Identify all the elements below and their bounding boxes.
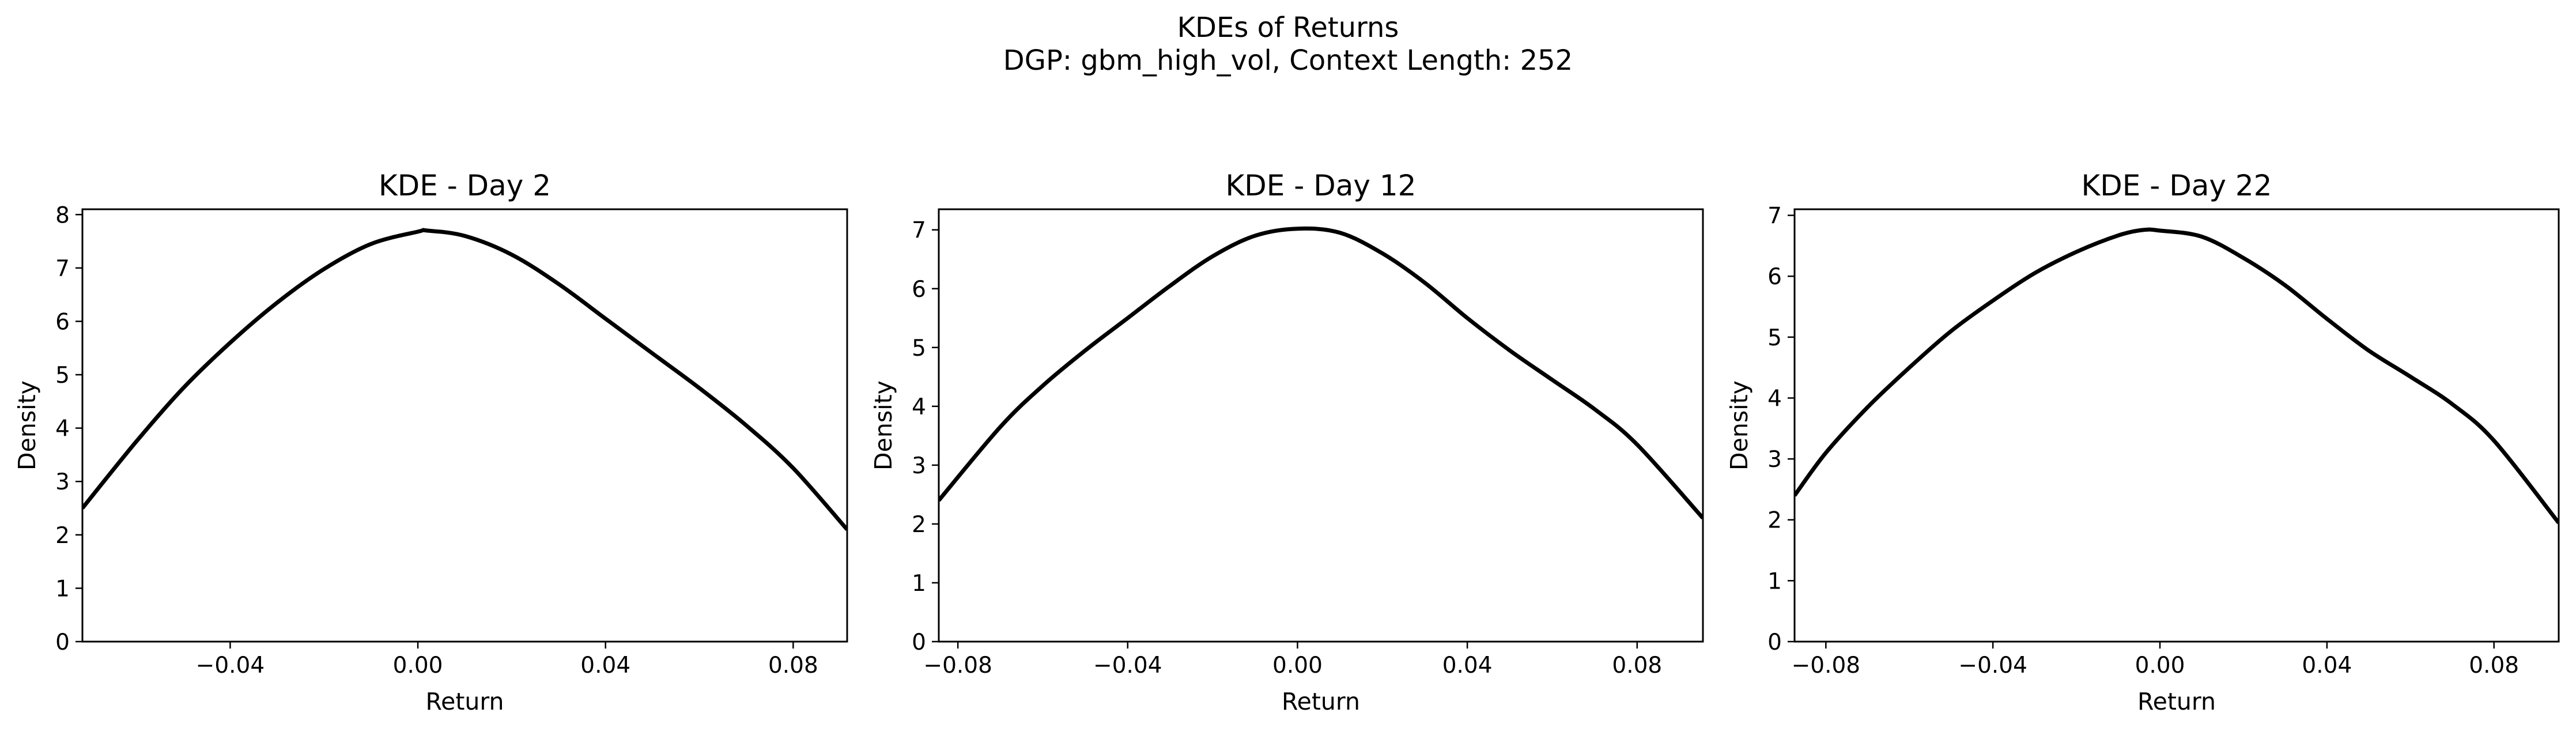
y-tick-label: 7 [55, 256, 70, 282]
x-tick-label: 0.00 [393, 653, 443, 679]
y-axis-label: Density [13, 380, 41, 470]
x-axis-label: Return [2137, 688, 2216, 715]
kde-panel-2: −0.08 −0.04 0.00 0.04 0.08 0 1 2 3 4 5 6 7 KDE - Day … [870, 169, 1704, 715]
figure-title-line1: KDEs of Returns [1177, 12, 1399, 44]
x-axis-label: Return [425, 688, 504, 715]
y-tick-label: 5 [55, 363, 70, 389]
panel-title: KDE - Day 12 [1226, 169, 1417, 202]
x-tick-label: −0.04 [196, 653, 265, 679]
x-tick-label: 0.00 [2135, 653, 2185, 679]
y-tick-label: 0 [55, 630, 70, 655]
y-tick-label: 7 [912, 218, 926, 244]
y-tick-label: 0 [912, 630, 926, 655]
x-tick-label: 0.04 [1442, 653, 1493, 679]
y-tick-label: 2 [55, 523, 70, 549]
y-axis-label: Density [1725, 380, 1753, 470]
x-tick-label: 0.08 [2469, 653, 2519, 679]
y-tick-label: 4 [1767, 386, 1782, 412]
x-tick-label: −0.04 [1958, 653, 2027, 679]
y-tick-label: 0 [1767, 630, 1782, 655]
x-tick-label: −0.04 [1093, 653, 1162, 679]
x-tick-label: −0.08 [923, 653, 992, 679]
x-tick-label: 0.08 [1612, 653, 1662, 679]
panel-title: KDE - Day 2 [379, 169, 551, 202]
y-tick-label: 1 [1767, 568, 1782, 594]
kde-curve [82, 228, 847, 531]
y-tick-label: 3 [55, 469, 70, 495]
x-tick-label: 0.08 [768, 653, 818, 679]
y-tick-label: 4 [912, 394, 926, 420]
kde-curve [939, 226, 1703, 520]
kde-curve [1795, 227, 2559, 525]
y-tick-label: 4 [55, 416, 70, 442]
kde-panel-1: −0.04 0.00 0.04 0.08 0 1 2 3 4 5 6 7 8 KDE - Day 2 Ret… [13, 169, 848, 715]
y-tick-label: 2 [1767, 508, 1782, 534]
y-tick-label: 5 [1767, 325, 1782, 351]
x-axis-label: Return [1282, 688, 1360, 715]
y-tick-label: 3 [912, 453, 926, 479]
figure-title-line2: DGP: gbm_high_vol, Context Length: 252 [1003, 44, 1573, 77]
y-tick-label: 5 [912, 336, 926, 361]
panels: −0.04 0.00 0.04 0.08 0 1 2 3 4 5 6 7 8 KDE - Day 2 Ret… [13, 169, 2560, 715]
y-tick-label: 6 [912, 277, 926, 303]
y-tick-label: 1 [55, 576, 70, 602]
y-tick-label: 1 [912, 571, 926, 597]
plot-frame [81, 208, 848, 643]
y-tick-label: 6 [1767, 264, 1782, 290]
y-tick-label: 3 [1767, 447, 1782, 473]
kde-panel-3: −0.08 −0.04 0.00 0.04 0.08 0 1 2 3 4 5 6 7 KDE - Day … [1725, 169, 2560, 715]
y-tick-label: 6 [55, 309, 70, 335]
x-tick-label: 0.04 [2302, 653, 2352, 679]
y-tick-label: 8 [55, 202, 70, 228]
y-tick-label: 7 [1767, 203, 1782, 229]
plot-frame [938, 208, 1704, 643]
y-tick-label: 2 [912, 512, 926, 538]
plot-frame [1793, 208, 2560, 643]
x-tick-label: −0.08 [1792, 653, 1861, 679]
y-axis-label: Density [870, 380, 897, 470]
x-tick-label: 0.00 [1272, 653, 1323, 679]
panel-title: KDE - Day 22 [2082, 169, 2272, 202]
x-tick-label: 0.04 [580, 653, 630, 679]
